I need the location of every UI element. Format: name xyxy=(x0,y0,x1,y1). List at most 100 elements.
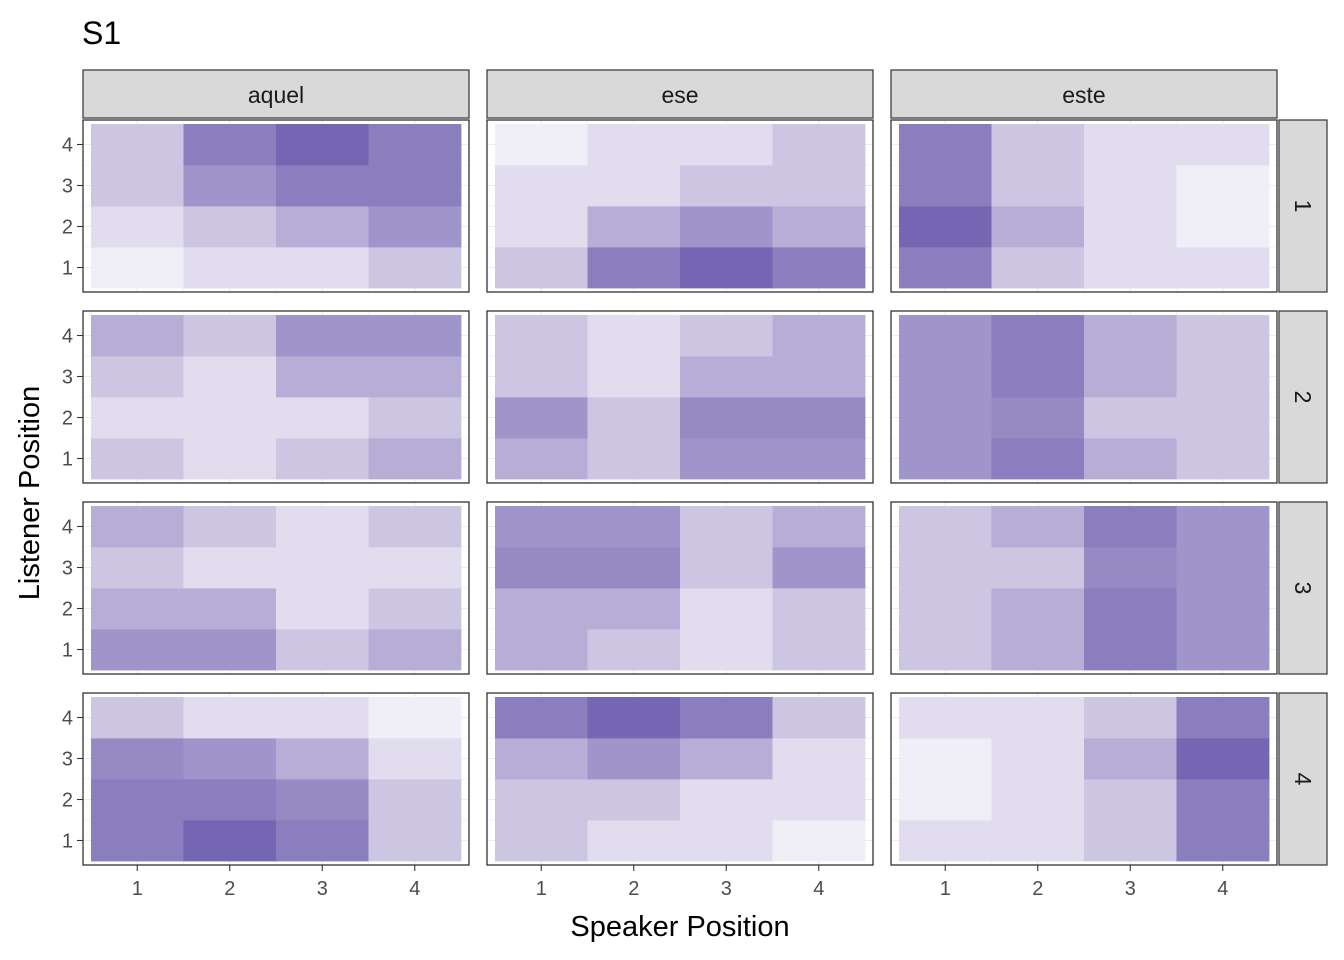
heatmap-cell xyxy=(368,588,462,630)
heatmap-cell xyxy=(276,247,369,289)
heatmap-cell xyxy=(91,124,184,166)
heatmap-cell xyxy=(1176,397,1270,439)
heatmap-cell xyxy=(899,547,992,589)
heatmap-cell xyxy=(276,779,369,821)
panel-border xyxy=(486,119,874,293)
panel-border xyxy=(82,501,470,675)
panel-border xyxy=(486,501,874,675)
heatmap-cell xyxy=(276,315,369,357)
y-tick-label: 1 xyxy=(62,831,73,853)
heatmap-cell xyxy=(183,506,277,548)
heatmap-cell xyxy=(1084,629,1177,671)
heatmap-cell xyxy=(587,738,681,780)
heatmap-cell xyxy=(772,247,866,289)
heatmap-cell xyxy=(1176,629,1270,671)
heatmap-cell xyxy=(183,588,277,630)
heatmap-cell xyxy=(495,124,588,166)
heatmap-cell xyxy=(368,356,462,398)
heatmap-cell xyxy=(495,547,588,589)
heatmap-cell xyxy=(276,506,369,548)
heatmap-cell xyxy=(91,315,184,357)
heatmap-cell xyxy=(991,629,1085,671)
heatmap-cell xyxy=(368,820,462,862)
x-axis-title: Speaker Position xyxy=(570,911,789,943)
y-tick-label: 2 xyxy=(62,408,73,430)
heatmap-cell xyxy=(183,315,277,357)
column-strip xyxy=(486,69,874,119)
x-tick-label: 2 xyxy=(628,878,639,900)
heatmap-cell xyxy=(772,588,866,630)
heatmap-cell xyxy=(1084,588,1177,630)
heatmap-cell xyxy=(495,506,588,548)
heatmap-cell xyxy=(495,779,588,821)
heatmap-cell xyxy=(772,820,866,862)
heatmap-cell xyxy=(91,206,184,248)
heatmap-cell xyxy=(680,356,773,398)
heatmap-cell xyxy=(368,629,462,671)
heatmap-cell xyxy=(495,820,588,862)
heatmap-cell xyxy=(495,165,588,207)
panel: 1 2 3 4 xyxy=(62,119,470,293)
y-axis-title: Listener Position xyxy=(14,386,46,600)
column-strips: aquel ese este xyxy=(82,69,1278,119)
heatmap-cell xyxy=(495,247,588,289)
heatmap-cell xyxy=(1176,124,1270,166)
heatmap-cell xyxy=(587,124,681,166)
panel xyxy=(486,310,874,484)
heatmap-cell xyxy=(1084,438,1177,480)
x-tick-label: 1 xyxy=(536,878,547,900)
heatmap-cell xyxy=(495,315,588,357)
column-strip-label: aquel xyxy=(248,82,304,108)
heatmap-cell xyxy=(1176,315,1270,357)
panel xyxy=(486,501,874,675)
heatmap-cell xyxy=(899,247,992,289)
heatmap-cell xyxy=(587,356,681,398)
heatmap-cell xyxy=(899,356,992,398)
heatmap-cell xyxy=(1176,779,1270,821)
x-tick-label: 2 xyxy=(224,878,235,900)
heatmap-cell xyxy=(991,247,1085,289)
heatmap-cell xyxy=(368,206,462,248)
heatmap-cell xyxy=(680,438,773,480)
panel-border xyxy=(486,692,874,866)
heatmap-cell xyxy=(276,820,369,862)
heatmap-cell xyxy=(495,206,588,248)
x-tick-label: 3 xyxy=(721,878,732,900)
panel: 1 2 3 4 xyxy=(890,692,1278,900)
x-tick-label: 1 xyxy=(132,878,143,900)
panel xyxy=(486,119,874,293)
heatmap-cell xyxy=(680,506,773,548)
heatmap-cell xyxy=(276,629,369,671)
heatmap-cell xyxy=(1084,165,1177,207)
heatmap-cell xyxy=(1084,738,1177,780)
heatmap-cell xyxy=(183,247,277,289)
row-strip-label: 4 xyxy=(1290,773,1316,786)
panel-border xyxy=(82,310,470,484)
heatmap-cell xyxy=(680,315,773,357)
heatmap-cell xyxy=(991,738,1085,780)
heatmap-cell xyxy=(183,629,277,671)
heatmap-cell xyxy=(368,506,462,548)
panel-border xyxy=(890,119,1278,293)
row-strip xyxy=(1278,501,1328,675)
panel: 1 2 3 4 xyxy=(486,692,874,900)
heatmap-cell xyxy=(899,738,992,780)
heatmap-cell xyxy=(587,206,681,248)
heatmap-cell xyxy=(368,779,462,821)
row-strip xyxy=(1278,119,1328,293)
heatmap-cell xyxy=(680,547,773,589)
heatmap-cell xyxy=(991,588,1085,630)
heatmap-cell xyxy=(680,247,773,289)
heatmap-cell xyxy=(495,588,588,630)
heatmap-cell xyxy=(991,547,1085,589)
heatmap-cell xyxy=(1176,820,1270,862)
heatmap-cell xyxy=(1176,738,1270,780)
heatmap-cell xyxy=(899,206,992,248)
heatmap-cell xyxy=(772,356,866,398)
panel xyxy=(890,310,1278,484)
heatmap-cell xyxy=(183,779,277,821)
y-tick-label: 4 xyxy=(62,326,73,348)
y-tick-label: 1 xyxy=(62,449,73,471)
heatmap-cell xyxy=(1176,506,1270,548)
heatmap-cell xyxy=(899,315,992,357)
